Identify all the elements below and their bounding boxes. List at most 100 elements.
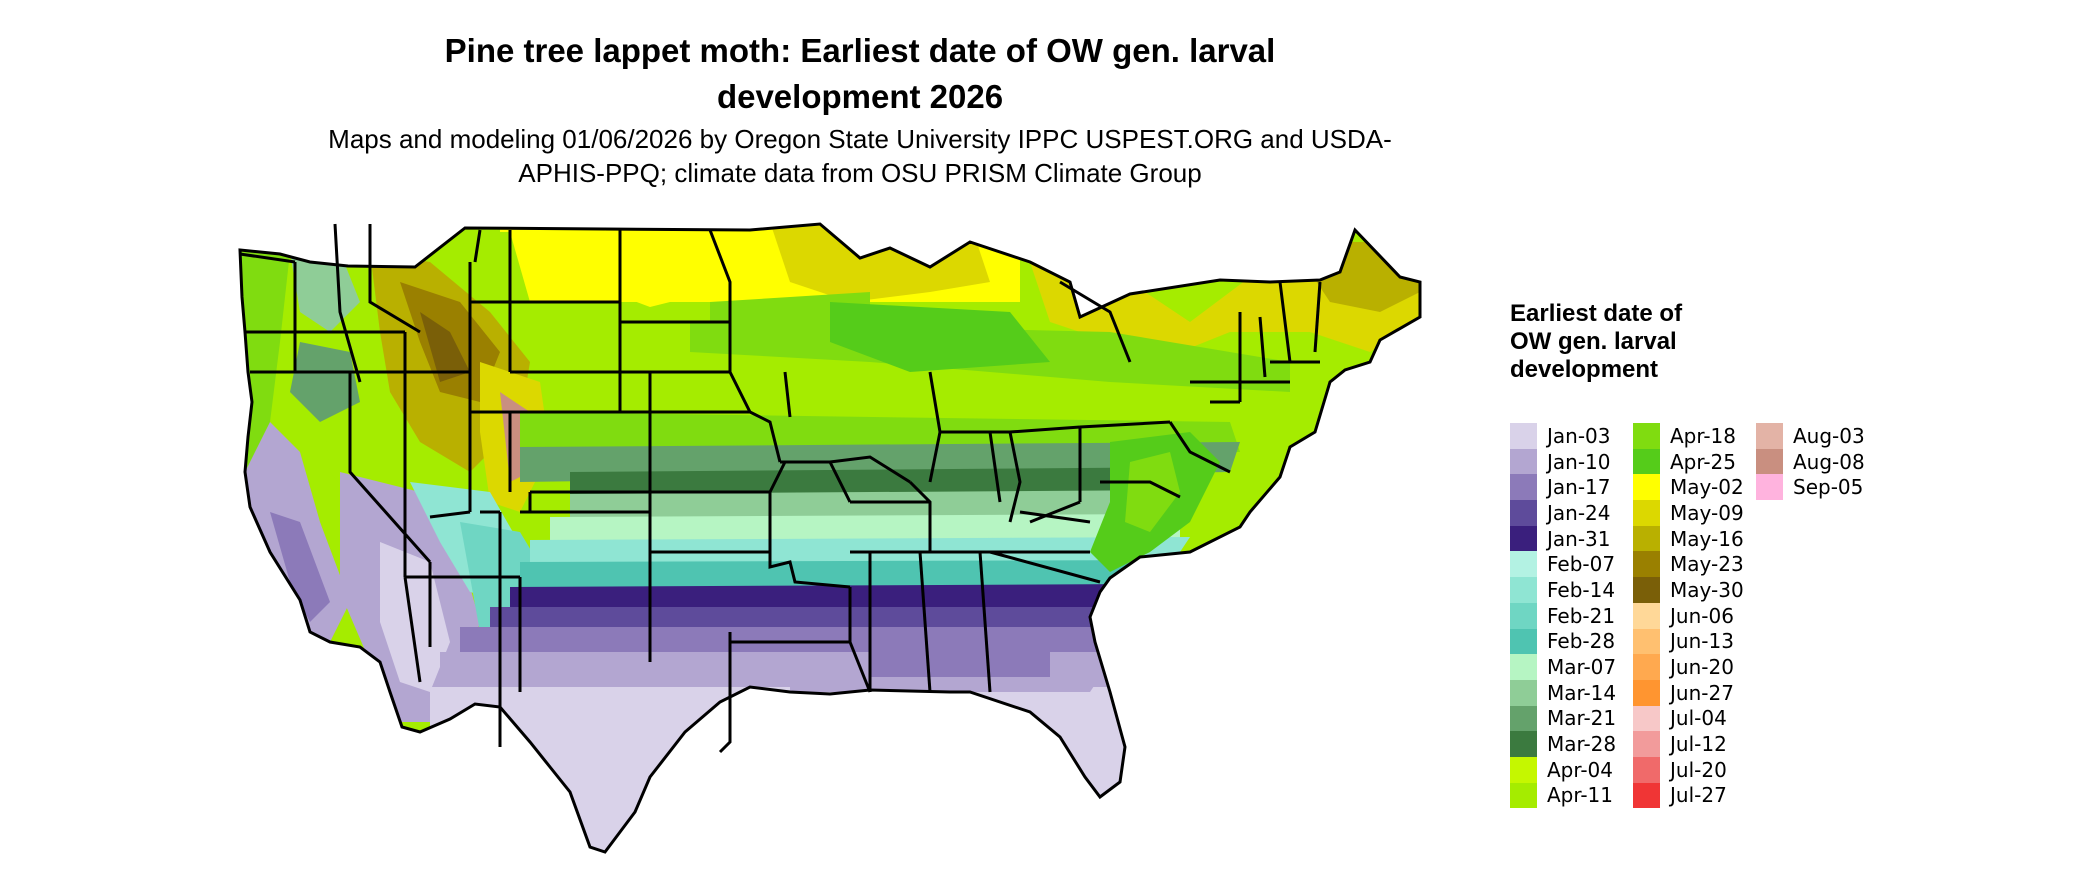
- us-map: [238, 222, 1422, 854]
- legend-swatch: [1633, 500, 1660, 526]
- legend-label: Jun-27: [1670, 680, 1734, 705]
- legend-label: Aug-08: [1793, 449, 1865, 474]
- legend-label: Sep-05: [1793, 475, 1864, 500]
- legend-swatch: [1510, 500, 1537, 526]
- legend-item: Mar-07: [1510, 654, 1616, 680]
- legend-item: Jan-31: [1510, 525, 1616, 552]
- legend-label: Feb-14: [1547, 577, 1616, 602]
- legend-label: May-30: [1670, 577, 1744, 602]
- legend-swatch: [1510, 448, 1537, 475]
- legend-swatch: [1510, 756, 1537, 783]
- legend-swatch: [1633, 551, 1660, 578]
- legend-label: Jul-20: [1670, 757, 1727, 782]
- legend-swatch: [1633, 448, 1660, 475]
- legend-item: Feb-21: [1510, 602, 1616, 629]
- legend-label: Jan-24: [1547, 500, 1611, 525]
- legend-swatch: [1633, 577, 1660, 603]
- larval-date-raster: [240, 224, 1420, 852]
- legend-label: Mar-28: [1547, 732, 1617, 757]
- legend-swatch: [1756, 448, 1783, 475]
- legend-label: Aug-03: [1793, 423, 1865, 448]
- legend-label: Mar-21: [1547, 706, 1617, 731]
- legend-item: Feb-28: [1510, 628, 1616, 655]
- legend-item: Jun-13: [1633, 628, 1744, 655]
- legend-label: May-16: [1670, 526, 1744, 551]
- legend-label: Feb-28: [1547, 629, 1616, 654]
- legend-label: Jan-03: [1547, 423, 1611, 448]
- legend-label: Jan-10: [1547, 449, 1611, 474]
- legend-swatch: [1633, 525, 1660, 552]
- legend-label: Apr-18: [1670, 423, 1736, 448]
- legend-label: Feb-21: [1547, 603, 1616, 628]
- legend-item: May-23: [1633, 551, 1744, 578]
- legend-label: May-09: [1670, 500, 1744, 525]
- legend-label: May-23: [1670, 552, 1744, 577]
- legend-item: Jul-12: [1633, 731, 1744, 757]
- legend-label: Apr-25: [1670, 449, 1736, 474]
- legend-item: Jul-20: [1633, 756, 1744, 783]
- legend-item: Feb-14: [1510, 577, 1616, 603]
- legend-item: Jan-17: [1510, 474, 1616, 501]
- legend-label: May-02: [1670, 475, 1744, 500]
- legend-item: Apr-25: [1633, 448, 1744, 475]
- legend-item: Jun-06: [1633, 602, 1744, 629]
- legend-label: Jun-13: [1670, 629, 1734, 654]
- legend-swatch: [1510, 474, 1537, 501]
- legend-item: Jul-27: [1633, 782, 1744, 809]
- legend-swatch: [1510, 602, 1537, 629]
- legend-swatch: [1633, 474, 1660, 501]
- map-title: Pine tree lappet moth: Earliest date of …: [444, 32, 1276, 115]
- legend-item: Jun-27: [1633, 679, 1744, 706]
- legend-label: Jul-04: [1670, 706, 1727, 731]
- legend-column-2: Apr-18 Apr-25 May-02 May-09 May-16 May-23 May-…: [1633, 423, 1744, 809]
- legend-swatch: [1633, 423, 1660, 449]
- legend-swatch: [1633, 756, 1660, 783]
- legend-swatch: [1510, 551, 1537, 578]
- legend-label: Mar-14: [1547, 680, 1617, 705]
- legend-column-3: Aug-03 Aug-08 Sep-05: [1756, 423, 1865, 501]
- map-subtitle: Maps and modeling 01/06/2026 by Oregon S…: [328, 124, 1392, 188]
- legend-label: Jun-20: [1670, 655, 1734, 680]
- legend-item: Apr-18: [1633, 423, 1744, 449]
- legend-swatch: [1510, 782, 1537, 809]
- legend-item: May-02: [1633, 474, 1744, 501]
- legend-label: Jul-27: [1670, 783, 1727, 808]
- legend-column-1: Jan-03 Jan-10 Jan-17 Jan-24 Jan-31 Feb-07 Feb-…: [1510, 423, 1617, 809]
- legend-item: Sep-05: [1756, 474, 1865, 501]
- legend-item: May-16: [1633, 525, 1744, 552]
- legend-item: Jan-10: [1510, 448, 1616, 475]
- legend-swatch: [1510, 423, 1537, 449]
- legend-label: Jan-17: [1547, 475, 1611, 500]
- legend-label: Jul-12: [1670, 732, 1727, 757]
- legend-label: Feb-07: [1547, 552, 1616, 577]
- legend-label: Jan-31: [1547, 526, 1611, 551]
- legend-item: Mar-14: [1510, 679, 1617, 706]
- legend-swatch: [1633, 705, 1660, 732]
- legend-swatch: [1756, 474, 1783, 501]
- legend-item: Mar-21: [1510, 705, 1617, 732]
- state-boundaries: [238, 222, 1422, 854]
- legend-item: Jul-04: [1633, 705, 1744, 732]
- legend-swatch: [1633, 782, 1660, 809]
- legend-swatch: [1633, 628, 1660, 655]
- legend-swatch: [1756, 423, 1783, 449]
- legend-swatch: [1633, 679, 1660, 706]
- legend-item: Feb-07: [1510, 551, 1616, 578]
- legend-item: May-30: [1633, 577, 1744, 603]
- legend-label: Apr-04: [1547, 757, 1613, 782]
- legend-label: Mar-07: [1547, 655, 1617, 680]
- legend-item: Jan-03: [1510, 423, 1616, 449]
- legend-swatch: [1510, 705, 1537, 732]
- legend-title: Earliest date of OW gen. larval developm…: [1510, 300, 1683, 383]
- legend-item: May-09: [1633, 500, 1744, 526]
- legend-item: Apr-04: [1510, 756, 1616, 783]
- legend-swatch: [1633, 731, 1660, 757]
- legend-swatch: [1510, 577, 1537, 603]
- legend-label: Jun-06: [1670, 603, 1734, 628]
- legend-swatch: [1510, 731, 1537, 757]
- legend-swatch: [1510, 654, 1537, 680]
- legend-swatch: [1510, 628, 1537, 655]
- legend-swatch: [1633, 654, 1660, 680]
- legend-item: Apr-11: [1510, 782, 1616, 809]
- legend-item: Jan-24: [1510, 500, 1616, 526]
